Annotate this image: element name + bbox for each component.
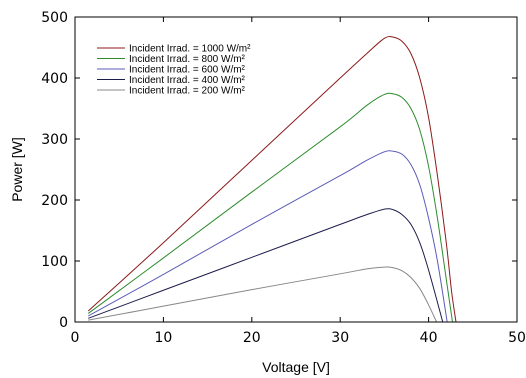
legend-label-2: Incident Irrad. = 800 W/m² (129, 54, 246, 65)
series-line-2 (87, 92, 453, 323)
x-tick-label: 40 (420, 330, 438, 346)
x-tick-label: 30 (331, 330, 349, 346)
y-tick-label: 400 (41, 71, 68, 87)
x-tick-label: 0 (71, 330, 80, 346)
y-tick-label: 100 (41, 254, 68, 270)
x-axis-label: Voltage [V] (262, 359, 330, 375)
y-axis-label: Power [W] (9, 137, 25, 202)
legend-label-1: Incident Irrad. = 1000 W/m² (129, 44, 251, 55)
series-line-4 (88, 208, 444, 323)
y-tick-label: 0 (59, 315, 68, 331)
x-tick-label: 10 (154, 330, 172, 346)
y-tick-label: 300 (41, 132, 68, 148)
legend-label-3: Incident Irrad. = 600 W/m² (129, 65, 246, 76)
x-tick-label: 20 (243, 330, 261, 346)
series-line-3 (88, 150, 448, 323)
y-tick-label: 200 (41, 193, 68, 209)
series-line-1 (87, 36, 457, 323)
plot-frame (74, 16, 518, 323)
series-layer (87, 36, 457, 323)
legend-label-5: Incident Irrad. = 200 W/m² (129, 86, 246, 97)
x-tick-label: 50 (508, 330, 526, 346)
y-tick-label: 500 (41, 10, 68, 26)
series-line-5 (88, 266, 438, 323)
legend-label-4: Incident Irrad. = 400 W/m² (129, 75, 246, 86)
